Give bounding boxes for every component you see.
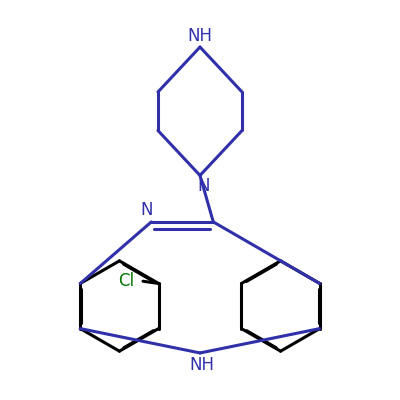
Text: NH: NH bbox=[188, 27, 212, 45]
Text: Cl: Cl bbox=[118, 272, 134, 290]
Text: NH: NH bbox=[190, 356, 215, 374]
Text: N: N bbox=[141, 200, 153, 218]
Text: N: N bbox=[197, 178, 210, 196]
